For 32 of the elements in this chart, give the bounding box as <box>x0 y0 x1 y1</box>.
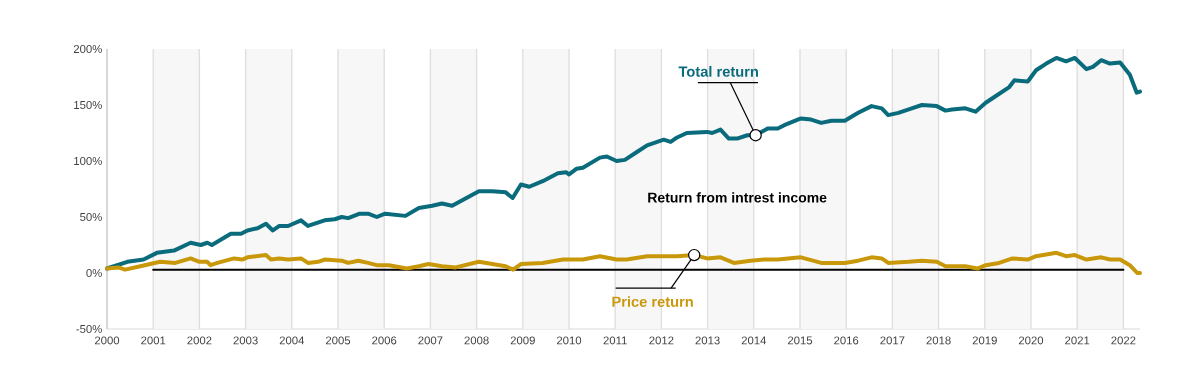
y-tick-label: 0% <box>86 269 102 278</box>
annotation: Return from intrest income <box>648 192 827 203</box>
x-tick-label: 2017 <box>880 336 905 345</box>
x-tick-label: 2013 <box>695 336 720 345</box>
x-tick-label: 2020 <box>1018 336 1044 345</box>
x-tick-label: 2007 <box>418 336 443 345</box>
legend-label: Price return <box>612 296 693 307</box>
x-tick-label: 2006 <box>372 336 397 345</box>
x-tick-label: 2012 <box>649 336 674 345</box>
x-tick-label: 2011 <box>603 336 627 345</box>
x-tick-label: 2015 <box>787 336 813 345</box>
text: Total return <box>678 66 758 77</box>
x-tick-label: 2008 <box>464 336 489 345</box>
y-tick-label: 150% <box>74 101 102 109</box>
x-tick-label: 2018 <box>926 336 951 345</box>
x-tick-label: 2009 <box>510 336 535 345</box>
y-tick-label: 100% <box>74 157 102 166</box>
x-tick-label: 2019 <box>972 336 997 345</box>
y-tick-label: -50% <box>76 325 102 333</box>
x-tick-label: 2014 <box>741 336 767 345</box>
x-tick-label: 2010 <box>556 336 582 345</box>
x-tick-label: 2021 <box>1065 336 1090 345</box>
x-tick-label: 2003 <box>233 336 258 345</box>
x-tick-label: 2004 <box>279 336 305 345</box>
y-tick-label: 200% <box>73 45 102 54</box>
x-tick-label: 2001 <box>141 336 166 345</box>
x-tick-label: 2022 <box>1111 336 1136 345</box>
x-tick-label: 2002 <box>187 336 212 345</box>
x-tick-label: 2005 <box>325 336 351 345</box>
x-tick-label: 2016 <box>834 336 859 345</box>
x-tick-label: 2000 <box>94 336 120 345</box>
y-tick-label: 50% <box>80 213 102 221</box>
